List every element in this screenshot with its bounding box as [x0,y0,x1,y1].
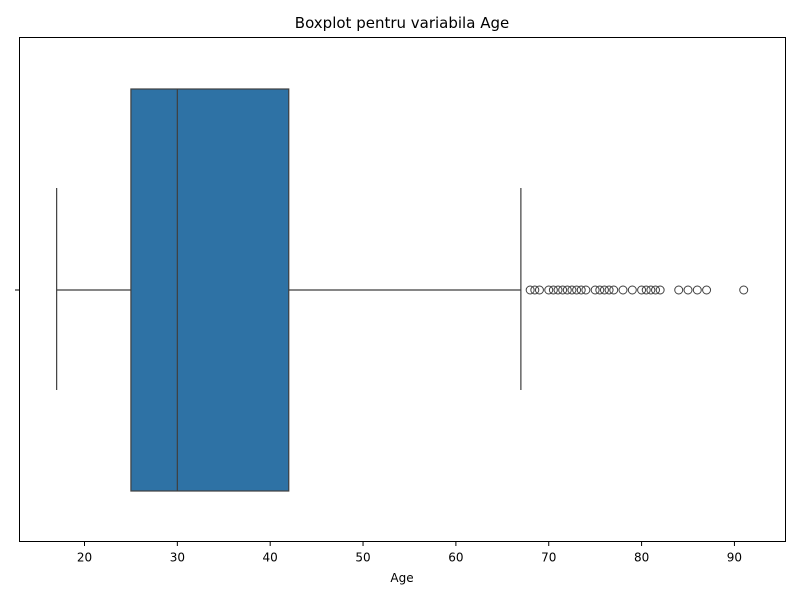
outlier-point [692,285,702,295]
x-axis-ticks: 20 30 40 50 60 70 80 90 [77,541,742,565]
outlier-point [702,285,712,295]
outlier-point [576,285,586,295]
outlier-point [558,285,568,295]
outlier-point [646,285,656,295]
outlier-point [655,285,665,295]
outlier-point [618,285,628,295]
outlier-point [572,285,582,295]
outlier-point [581,285,591,295]
outlier-point [562,285,572,295]
x-tick-label: 50 [355,551,370,565]
outlier-point [544,285,554,295]
outlier-point [674,285,684,295]
outlier-point [534,285,544,295]
x-tick-label: 80 [634,551,649,565]
outlier-point [604,285,614,295]
outlier-point [627,285,637,295]
outlier-point [590,285,600,295]
outlier-point [525,285,535,295]
chart-title: Boxplot pentru variabila Age [295,14,509,32]
outlier-point [683,285,693,295]
x-tick-label: 20 [77,551,92,565]
x-tick-label: 90 [727,551,742,565]
outlier-point [651,285,661,295]
outlier-point [637,285,647,295]
outlier-point [548,285,558,295]
outlier-point [641,285,651,295]
outlier-point [609,285,619,295]
outlier-point [567,285,577,295]
x-axis-label: Age [390,571,413,585]
outlier-point [530,285,540,295]
outlier-point [595,285,605,295]
x-tick-label: 30 [170,551,185,565]
outlier-point [739,285,749,295]
chart-marks [56,88,749,492]
outlier-point [599,285,609,295]
x-tick-label: 60 [448,551,463,565]
outlier-point [553,285,563,295]
x-tick-label: 70 [541,551,556,565]
iqr-box [130,88,290,492]
x-tick-label: 40 [263,551,278,565]
